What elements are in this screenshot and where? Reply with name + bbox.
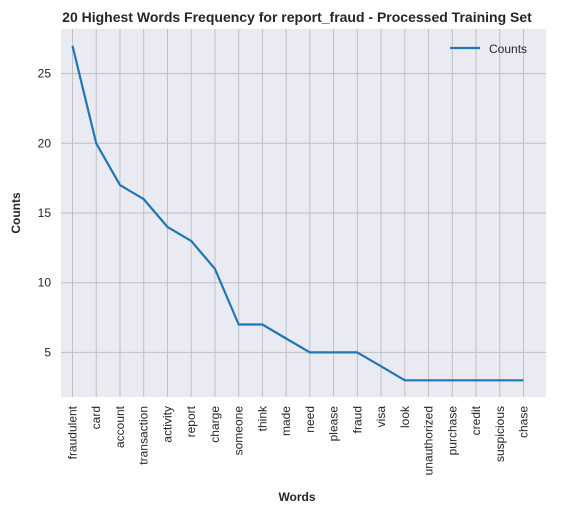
grid-lines [61, 29, 546, 397]
x-tick-label: someone [232, 406, 246, 456]
x-tick-label: please [327, 406, 341, 442]
x-tick-label: think [255, 405, 269, 431]
x-axis-label: Words [278, 490, 315, 504]
y-tick-label: 25 [38, 67, 52, 81]
y-tick-label: 5 [44, 345, 51, 359]
x-tick-label: transaction [137, 406, 151, 465]
x-tick-label: report [184, 405, 198, 437]
y-tick-label: 15 [38, 206, 52, 220]
x-tick-label: credit [469, 405, 483, 435]
legend: Counts [450, 42, 527, 56]
series-line-counts [71, 45, 524, 382]
chart-title: 20 Highest Words Frequency for report_fr… [62, 9, 532, 25]
x-tick-label: card [89, 406, 103, 429]
x-tick-label: fraud [350, 406, 364, 433]
x-tick-label: need [303, 406, 317, 433]
x-tick-label: unauthorized [422, 406, 436, 475]
x-tick-label: suspicious [493, 406, 507, 462]
x-tick-label: purchase [445, 406, 459, 456]
legend-label-counts: Counts [489, 42, 527, 56]
x-tick-label: look [398, 405, 412, 428]
x-tick-label: activity [160, 406, 174, 443]
y-tick-label: 10 [38, 276, 52, 290]
y-tick-labels: 5 10 15 20 25 [38, 67, 52, 360]
x-tick-label: made [279, 406, 293, 436]
x-tick-label: account [113, 405, 127, 448]
y-axis-label: Counts [9, 192, 23, 234]
x-tick-label: visa [374, 406, 388, 428]
x-tick-label: charge [208, 406, 222, 443]
x-tick-label: chase [517, 406, 531, 438]
x-tick-label: fraudulent [66, 405, 80, 459]
x-tick-labels: fraudulent card account transaction activity… [66, 405, 531, 475]
y-tick-label: 20 [38, 136, 52, 150]
